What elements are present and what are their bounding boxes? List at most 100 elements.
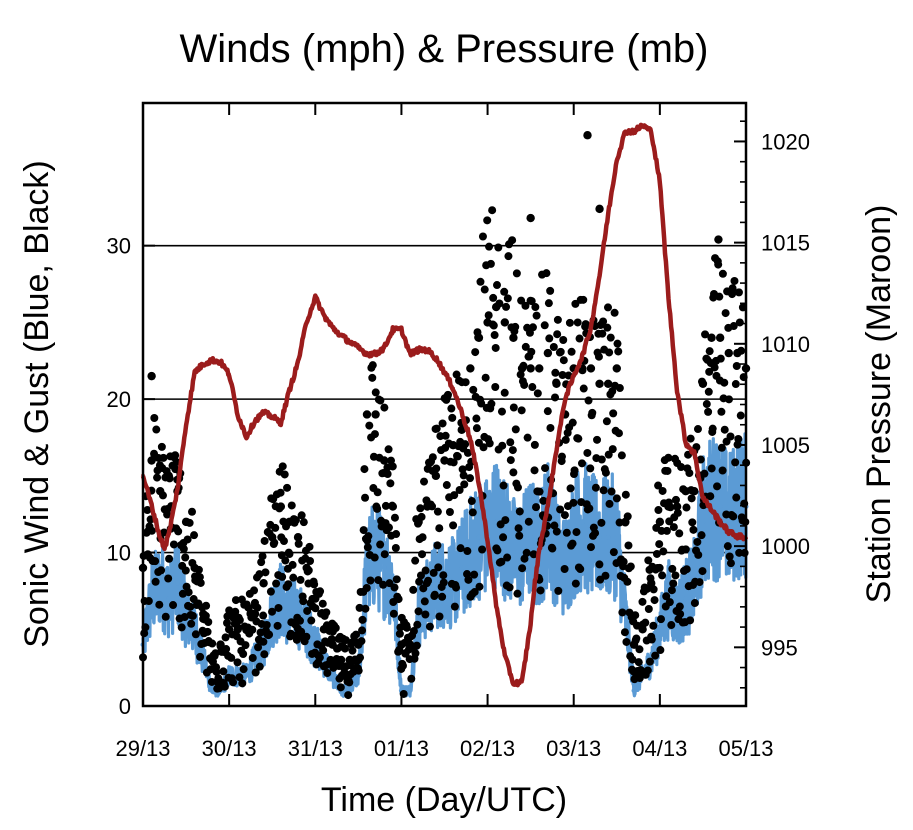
pressure-point [210, 358, 214, 362]
gust-point [452, 583, 461, 592]
gust-point [549, 343, 558, 352]
gust-point [421, 610, 430, 619]
pressure-point [442, 370, 447, 374]
gust-point [676, 610, 685, 619]
gust-point [591, 529, 600, 538]
pressure-point [614, 157, 619, 162]
gust-point [513, 589, 522, 598]
gust-point [522, 548, 531, 557]
gust-point [407, 674, 416, 683]
gust-point [732, 361, 741, 370]
y-left-tick-label: 30 [107, 234, 131, 259]
gust-point [318, 599, 327, 608]
gust-point [231, 607, 240, 616]
gust-point [536, 586, 545, 595]
gust-point [161, 612, 170, 621]
pressure-point [162, 546, 167, 550]
gust-point [470, 570, 479, 579]
gust-point [707, 333, 716, 342]
gust-point [498, 441, 507, 450]
gust-point [469, 385, 478, 394]
pressure-point [408, 352, 412, 356]
pressure-point [718, 520, 722, 524]
gust-point [557, 452, 566, 461]
gust-point [586, 464, 595, 473]
gust-point [297, 627, 306, 636]
y-right-tick-label: 1000 [761, 534, 810, 559]
wind-point [209, 688, 215, 694]
gust-point [428, 502, 437, 511]
gust-point [258, 552, 267, 561]
gust-point [386, 479, 395, 488]
gust-point [395, 629, 404, 638]
gust-point [359, 526, 368, 535]
gust-point [439, 571, 448, 580]
gust-point [706, 492, 715, 501]
gust-point [383, 470, 392, 479]
gust-point [238, 679, 247, 688]
gust-point [668, 564, 677, 573]
gust-point [299, 518, 308, 527]
gust-point [652, 549, 661, 558]
gust-point [439, 578, 448, 587]
gust-point [438, 419, 447, 428]
gust-point [208, 639, 217, 648]
gust-point [362, 584, 371, 593]
gust-point [690, 599, 699, 608]
gust-point [356, 653, 365, 662]
gust-point [368, 373, 377, 382]
gust-point [384, 445, 393, 454]
gust-point [491, 343, 500, 352]
gust-point [360, 465, 369, 474]
gust-point [595, 560, 604, 569]
gust-point [500, 318, 509, 327]
gust-point [612, 364, 621, 373]
gust-point [485, 242, 494, 251]
gust-point [650, 596, 659, 605]
pressure-point [554, 447, 559, 451]
gust-point [594, 352, 603, 361]
pressure-point [279, 420, 283, 425]
gust-point [540, 321, 549, 330]
gust-point [717, 407, 726, 416]
gust-point [675, 529, 684, 538]
gust-point [687, 494, 696, 503]
gust-point [682, 503, 691, 512]
gust-point [651, 651, 660, 660]
gust-point [716, 354, 725, 363]
gust-point [414, 519, 423, 528]
gust-point [553, 330, 562, 339]
gust-point [681, 545, 690, 554]
pressure-point [416, 348, 421, 352]
gust-point [478, 232, 487, 241]
gust-point [432, 424, 441, 433]
x-tick-label: 30/13 [202, 736, 257, 761]
gust-point [718, 269, 727, 278]
gust-point [698, 377, 707, 386]
gust-point [667, 621, 676, 630]
pressure-point [261, 410, 266, 415]
gust-point [663, 466, 672, 475]
pressure-point [391, 327, 395, 332]
gust-point [233, 658, 242, 667]
y-right-tick-label: 1010 [761, 332, 810, 357]
gust-point [417, 512, 426, 521]
gust-point [736, 411, 745, 420]
gust-point [735, 318, 744, 327]
gust-point [398, 661, 407, 670]
gust-point [375, 453, 384, 462]
gust-point [641, 618, 650, 627]
gust-point [478, 545, 487, 554]
gust-point [219, 667, 228, 676]
pressure-point [735, 534, 740, 538]
gust-point [221, 633, 230, 642]
gust-point [181, 553, 190, 562]
x-tick-label: 31/13 [288, 736, 343, 761]
gust-point [654, 506, 663, 515]
gust-point [155, 600, 164, 609]
x-axis: 29/13 30/13 31/13 01/13 02/13 03/13 04/13 05/13 [115, 103, 774, 761]
gust-point [508, 446, 517, 455]
gust-point [447, 404, 456, 413]
gust-point [658, 486, 667, 495]
gust-point [259, 611, 268, 620]
